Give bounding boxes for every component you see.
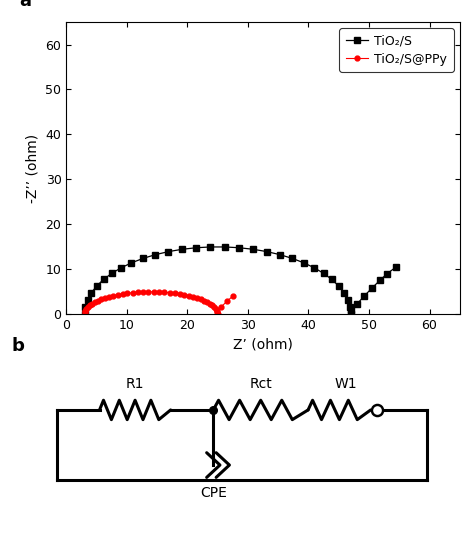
TiO₂/S <box>250 246 256 252</box>
TiO₂/S@PPy <box>106 294 112 300</box>
TiO₂/S <box>393 263 399 270</box>
TiO₂/S <box>347 304 353 310</box>
TiO₂/S@PPy <box>89 300 95 307</box>
TiO₂/S@PPy <box>214 307 219 314</box>
TiO₂/S <box>301 260 307 266</box>
Y-axis label: -Z’’ (ohm): -Z’’ (ohm) <box>26 133 40 203</box>
TiO₂/S@PPy <box>198 296 204 302</box>
TiO₂/S@PPy <box>99 296 104 302</box>
TiO₂/S@PPy <box>201 298 207 304</box>
TiO₂/S <box>277 251 283 258</box>
TiO₂/S <box>94 283 100 289</box>
TiO₂/S@PPy <box>182 291 187 298</box>
Text: CPE: CPE <box>200 486 227 500</box>
Line: TiO₂/S@PPy: TiO₂/S@PPy <box>82 289 235 316</box>
TiO₂/S@PPy <box>191 294 196 300</box>
TiO₂/S <box>348 311 354 317</box>
TiO₂/S@PPy <box>207 300 213 307</box>
TiO₂/S@PPy <box>82 309 88 316</box>
Text: a: a <box>19 0 31 10</box>
TiO₂/S <box>329 276 335 283</box>
TiO₂/S@PPy <box>186 293 192 299</box>
TiO₂/S@PPy <box>85 304 91 310</box>
TiO₂/S@PPy <box>151 289 156 295</box>
X-axis label: Z’ (ohm): Z’ (ohm) <box>233 337 293 352</box>
TiO₂/S <box>377 277 383 284</box>
TiO₂/S <box>128 260 134 266</box>
TiO₂/S@PPy <box>204 299 210 305</box>
TiO₂/S <box>311 264 317 271</box>
TiO₂/S <box>222 244 228 250</box>
Text: b: b <box>12 337 25 355</box>
TiO₂/S <box>237 245 242 251</box>
TiO₂/S@PPy <box>92 299 98 305</box>
TiO₂/S@PPy <box>156 289 162 295</box>
Legend: TiO₂/S, TiO₂/S@PPy: TiO₂/S, TiO₂/S@PPy <box>339 28 454 72</box>
TiO₂/S@PPy <box>95 298 100 304</box>
TiO₂/S@PPy <box>82 307 88 314</box>
TiO₂/S <box>193 245 199 251</box>
TiO₂/S@PPy <box>230 293 236 299</box>
TiO₂/S <box>384 271 390 277</box>
TiO₂/S <box>101 276 107 283</box>
TiO₂/S@PPy <box>82 311 87 317</box>
TiO₂/S@PPy <box>215 311 220 317</box>
TiO₂/S@PPy <box>130 289 136 296</box>
TiO₂/S <box>118 264 124 271</box>
TiO₂/S <box>153 251 158 258</box>
Text: R1: R1 <box>126 377 145 391</box>
TiO₂/S <box>361 293 367 299</box>
Line: TiO₂/S: TiO₂/S <box>82 244 400 317</box>
TiO₂/S@PPy <box>224 298 229 305</box>
TiO₂/S@PPy <box>140 289 146 295</box>
TiO₂/S <box>321 270 327 277</box>
TiO₂/S <box>341 289 346 296</box>
TiO₂/S <box>348 306 354 313</box>
TiO₂/S@PPy <box>167 289 173 296</box>
TiO₂/S <box>345 296 351 303</box>
TiO₂/S <box>369 285 375 291</box>
TiO₂/S@PPy <box>83 305 89 312</box>
TiO₂/S@PPy <box>110 293 116 299</box>
TiO₂/S <box>264 249 270 255</box>
TiO₂/S <box>109 270 115 277</box>
TiO₂/S <box>208 244 213 250</box>
TiO₂/S <box>165 249 171 255</box>
TiO₂/S <box>336 283 341 289</box>
TiO₂/S <box>89 289 94 296</box>
TiO₂/S@PPy <box>218 304 224 311</box>
TiO₂/S@PPy <box>135 289 141 295</box>
TiO₂/S <box>85 296 91 303</box>
TiO₂/S@PPy <box>172 290 178 296</box>
TiO₂/S@PPy <box>213 305 219 312</box>
TiO₂/S <box>290 255 295 262</box>
TiO₂/S <box>82 311 87 317</box>
Text: W1: W1 <box>335 377 357 391</box>
TiO₂/S@PPy <box>215 309 220 316</box>
TiO₂/S@PPy <box>115 291 121 298</box>
TiO₂/S@PPy <box>125 290 130 296</box>
TiO₂/S@PPy <box>120 291 126 298</box>
TiO₂/S@PPy <box>162 289 167 295</box>
TiO₂/S@PPy <box>102 295 108 301</box>
TiO₂/S@PPy <box>210 302 215 309</box>
Text: Rct: Rct <box>249 377 272 391</box>
TiO₂/S@PPy <box>87 302 93 309</box>
TiO₂/S <box>140 255 146 262</box>
TiO₂/S <box>82 304 88 310</box>
TiO₂/S@PPy <box>177 291 182 298</box>
TiO₂/S@PPy <box>146 289 151 295</box>
TiO₂/S@PPy <box>211 304 217 310</box>
TiO₂/S <box>354 301 360 307</box>
TiO₂/S <box>179 246 185 252</box>
TiO₂/S@PPy <box>194 295 200 301</box>
